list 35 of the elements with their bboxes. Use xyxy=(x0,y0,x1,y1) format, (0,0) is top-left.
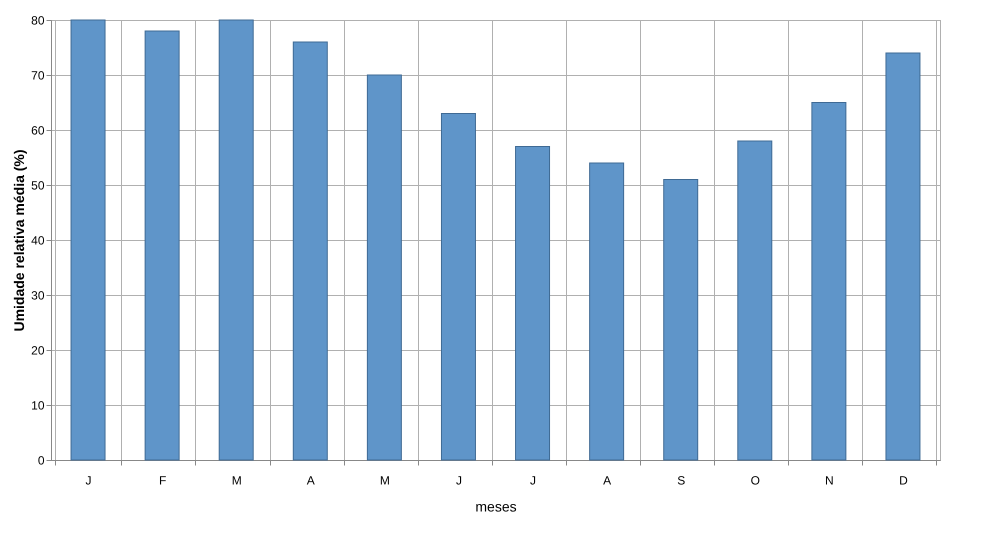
x-tick-label: M xyxy=(380,474,390,488)
x-tick-label: D xyxy=(899,474,908,488)
bar xyxy=(737,140,772,460)
bar xyxy=(144,30,180,460)
x-tick-label: O xyxy=(750,474,760,488)
bar xyxy=(366,74,402,460)
x-tick-label: J xyxy=(456,474,462,488)
y-tick-label: 50 xyxy=(31,178,45,192)
bar xyxy=(70,20,106,460)
x-tick-label: M xyxy=(232,474,242,488)
x-tick-label: A xyxy=(603,474,612,488)
x-tick-label: J xyxy=(86,474,92,488)
bar xyxy=(589,162,624,460)
x-tick-label: F xyxy=(158,474,166,488)
bar xyxy=(292,42,328,460)
y-tick-label: 30 xyxy=(31,288,45,302)
bar xyxy=(663,179,698,460)
y-tick-label: 0 xyxy=(38,454,45,468)
y-tick-label: 80 xyxy=(31,14,45,28)
y-tick-label: 60 xyxy=(31,124,45,138)
x-tick-label: N xyxy=(825,474,834,488)
bar xyxy=(811,102,846,460)
x-tick-label: A xyxy=(306,474,315,488)
y-tick-label: 40 xyxy=(31,234,45,248)
y-tick-label: 20 xyxy=(31,344,45,358)
bar xyxy=(515,146,550,460)
x-tick-label: S xyxy=(677,474,686,488)
x-axis-title: meses xyxy=(475,498,517,514)
y-axis-title: Umidade relativa média (%) xyxy=(11,149,28,332)
x-tick-label: J xyxy=(530,474,536,488)
bar xyxy=(440,113,476,460)
y-tick-label: 10 xyxy=(31,398,45,412)
y-tick-label: 70 xyxy=(31,68,45,82)
bar xyxy=(218,20,254,460)
bar xyxy=(885,52,920,460)
